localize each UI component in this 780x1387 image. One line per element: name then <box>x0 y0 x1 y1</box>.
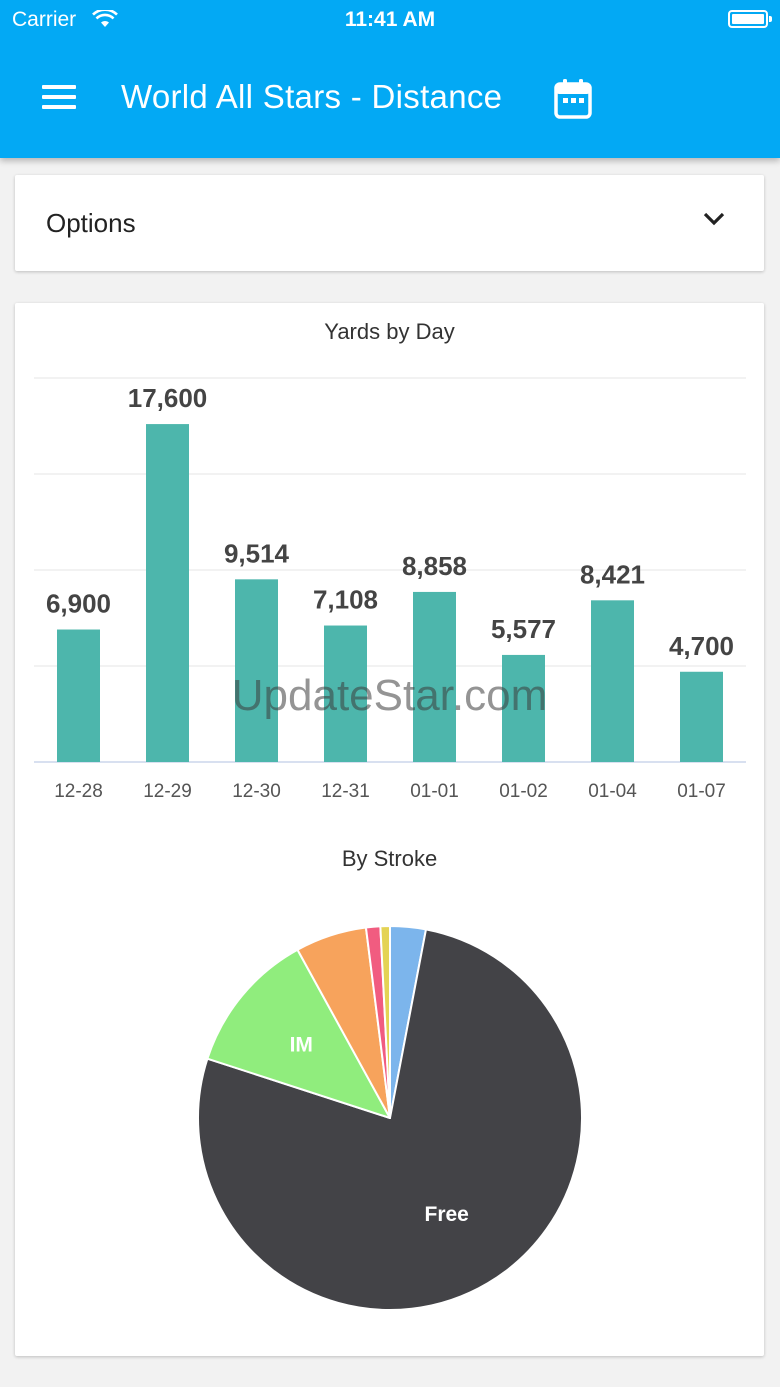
battery-icon <box>728 10 772 28</box>
bar-value-label: 17,600 <box>128 383 208 413</box>
bar <box>680 671 723 762</box>
bar-value-label: 7,108 <box>313 585 378 615</box>
wifi-icon <box>92 10 118 27</box>
x-tick-label: 01-04 <box>588 781 637 802</box>
pie-slice <box>206 948 391 1119</box>
bar <box>324 625 367 762</box>
x-tick-label: 12-29 <box>143 781 192 802</box>
pie-slice <box>197 928 583 1311</box>
status-time: 11:41 AM <box>344 8 436 31</box>
bar <box>57 629 100 762</box>
pie-chart: Free IM <box>197 925 583 1311</box>
hamburger-menu-icon[interactable] <box>40 82 80 112</box>
x-tick-label: 01-02 <box>499 781 548 802</box>
bar-chart-title: Yards by Day <box>324 319 455 344</box>
chevron-down-icon[interactable] <box>702 211 726 227</box>
bar-value-label: 6,900 <box>46 589 111 619</box>
bar <box>591 600 634 762</box>
bar-value-label: 5,577 <box>491 614 556 644</box>
pie-chart-title: By Stroke <box>341 846 438 871</box>
page-title: World All Stars - Distance <box>121 78 503 115</box>
x-tick-label: 12-28 <box>54 781 103 802</box>
app-bar: Carrier 11:41 AM World All Stars - Dista… <box>0 0 780 158</box>
bar <box>413 591 456 762</box>
status-bar: Carrier 11:41 AM <box>0 6 780 34</box>
bar <box>146 424 189 762</box>
bar-value-label: 8,421 <box>580 559 645 589</box>
bar-value-label: 8,858 <box>402 551 467 581</box>
calendar-icon[interactable] <box>554 78 594 120</box>
bar-value-label: 9,514 <box>224 538 290 568</box>
options-panel[interactable]: Options <box>15 175 764 271</box>
bar-chart: 6,900 12-28 17,600 12-29 9,514 12-30 7,108 12-3… <box>34 377 746 802</box>
x-tick-label: 12-31 <box>321 781 370 802</box>
charts-card: Yards by Day 6,900 12-28 17,600 12-29 9,514 1… <box>15 303 764 1356</box>
x-tick-label: 01-01 <box>410 781 459 802</box>
x-tick-label: 12-30 <box>232 781 281 802</box>
pie-slice-label: Free <box>425 1203 469 1226</box>
bar-value-label: 4,700 <box>669 631 734 661</box>
pie-slice <box>379 925 391 1119</box>
pie-slice-label: IM <box>290 1034 313 1057</box>
options-label: Options <box>46 208 136 238</box>
bar <box>502 654 545 762</box>
x-tick-label: 01-07 <box>677 781 726 802</box>
bar <box>235 579 278 762</box>
carrier-label: Carrier <box>12 8 77 31</box>
